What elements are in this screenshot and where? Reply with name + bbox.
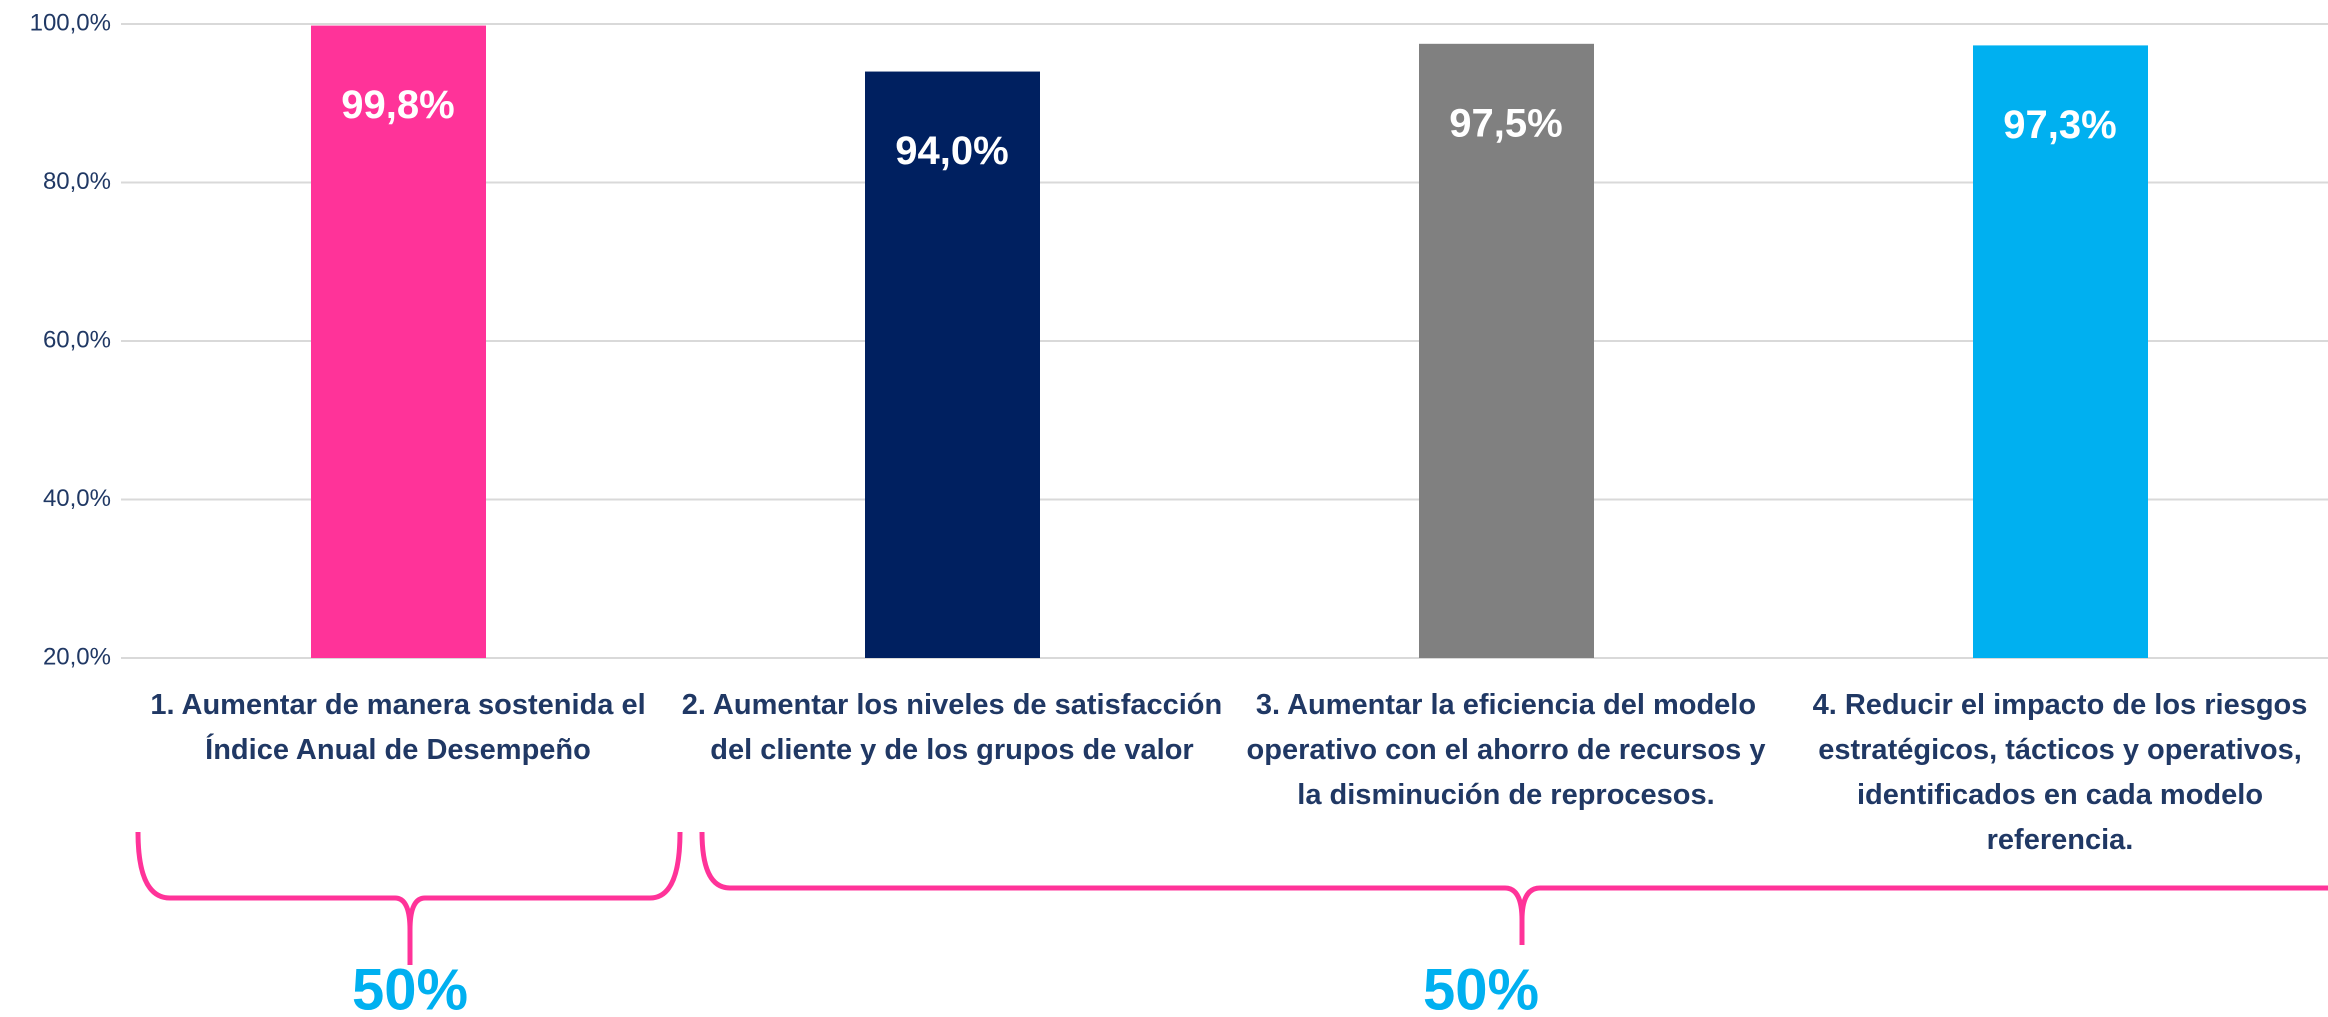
y-tick-label: 100,0% [30, 9, 111, 36]
x-tick-label: 4. Reducir el impacto de los riesgos est… [1812, 689, 2308, 856]
bar [1419, 43, 1594, 658]
value-label: 99,8% [341, 83, 454, 127]
x-tick-label-box: 2. Aumentar los niveles de satisfacción … [681, 689, 1223, 766]
y-tick-label: 80,0% [43, 168, 111, 195]
bracket [699, 831, 2328, 945]
x-tick-label-box: 1. Aumentar de manera sostenida el Índic… [150, 689, 646, 766]
bar [865, 71, 1040, 659]
brackets [135, 831, 2328, 965]
y-tick-label: 20,0% [43, 643, 111, 670]
y-tick-label: 60,0% [43, 326, 111, 353]
value-label: 97,3% [2003, 103, 2116, 147]
annotation: 50% [1423, 957, 1539, 1017]
value-label: 94,0% [895, 129, 1008, 173]
x-tick-label-box: 4. Reducir el impacto de los riesgos est… [1812, 689, 2308, 856]
annotation: 50% [352, 957, 468, 1017]
x-tick-label: 2. Aumentar los niveles de satisfacción … [681, 689, 1223, 766]
bracket [135, 831, 683, 965]
x-tick-label-box: 3. Aumentar la eficiencia del modelo ope… [1246, 689, 1766, 811]
x-tick-label: 1. Aumentar de manera sostenida el Índic… [150, 689, 646, 766]
y-tick-label: 40,0% [43, 485, 111, 512]
value-label: 97,5% [1449, 101, 1562, 145]
bar [1973, 45, 2148, 658]
bar [311, 25, 486, 658]
x-tick-label: 3. Aumentar la eficiencia del modelo ope… [1246, 689, 1766, 811]
